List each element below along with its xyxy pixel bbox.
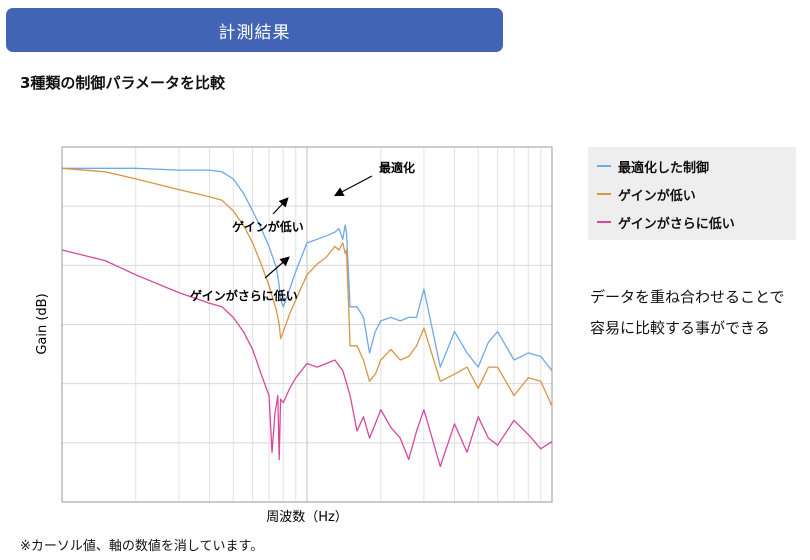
chart-legend: 最適化した制御 ゲインが低い ゲインがさらに低い [588, 147, 796, 240]
legend-swatch-optimal [597, 165, 611, 167]
plot-area-frame [61, 146, 553, 503]
annotation-label-optimal: 最適化 [379, 160, 415, 175]
annotation-arrow-optimal [333, 175, 373, 197]
chart-grid [62, 147, 552, 502]
chart-series [61, 167, 553, 468]
legend-label-lower: ゲインがさらに低い [618, 216, 735, 232]
chart-annotations: 最適化 ゲインが低い ゲインがさらに低い [190, 160, 415, 303]
y-axis-title: Gain (dB) [35, 293, 50, 354]
legend-label-optimal: 最適化した制御 [618, 160, 710, 176]
section-header-title: 計測結果 [218, 22, 291, 43]
annotation-arrow-lower [264, 256, 290, 279]
footnote: ※カーソル値、軸の数値を消しています。 [20, 539, 264, 554]
section-header-banner: 計測結果 [6, 8, 503, 52]
series-line-low [61, 167, 553, 407]
annotation-label-low: ゲインが低い [232, 219, 304, 234]
legend-swatch-low [597, 193, 611, 195]
legend-item-lower: ゲインがさらに低い [597, 212, 735, 232]
side-note-line-1: データを重ね合わせることで [590, 288, 785, 306]
x-axis-title: 周波数（Hz） [266, 510, 348, 525]
legend-item-low: ゲインが低い [597, 184, 696, 204]
legend-swatch-lower [597, 221, 611, 223]
series-line-optimal [62, 167, 553, 372]
legend-item-optimal: 最適化した制御 [597, 156, 709, 176]
series-line-lower [61, 249, 553, 468]
page-subtitle: 3種類の制御パラメータを比較 [20, 74, 225, 92]
annotation-label-lower: ゲインがさらに低い [190, 288, 298, 303]
side-note-line-2: 容易に比較する事ができる [590, 319, 770, 337]
annotation-arrow-low [272, 197, 289, 215]
legend-label-low: ゲインが低い [618, 188, 696, 204]
